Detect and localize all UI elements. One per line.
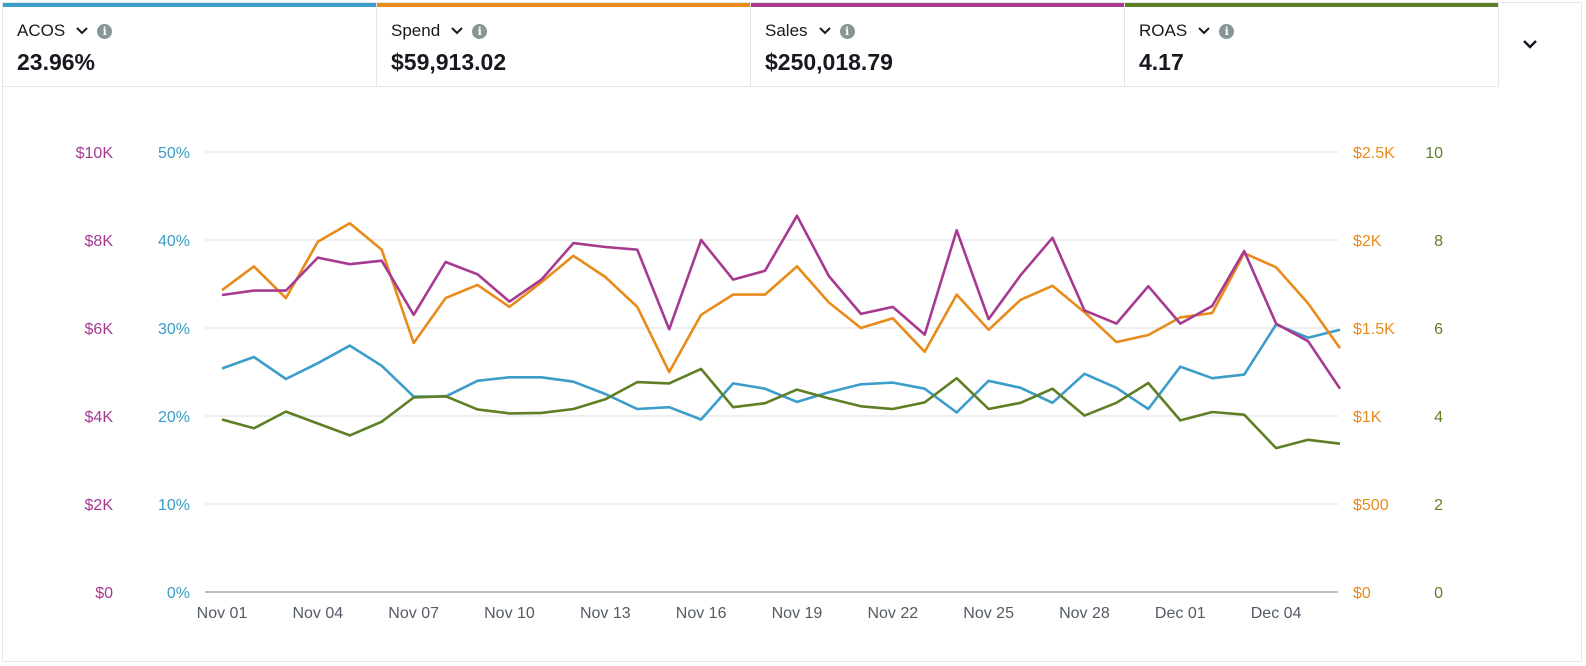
roas-axis-tick-label: 2 (1434, 497, 1443, 514)
spend-axis-tick-label: $500 (1353, 497, 1389, 514)
chevron-down-icon[interactable] (450, 24, 464, 38)
metric-value: $59,913.02 (391, 49, 507, 75)
sales-axis-tick-label: $10K (76, 145, 114, 162)
roas-axis-tick-label: 10 (1425, 145, 1443, 162)
acos-axis-tick-label: 0% (167, 585, 190, 602)
sales-axis-tick-label: $2K (85, 497, 114, 514)
acos-axis-tick-label: 10% (158, 497, 190, 514)
metric-label: ACOS (17, 21, 66, 40)
chevron-down-icon[interactable] (75, 24, 89, 38)
info-icon[interactable]: i (839, 23, 855, 39)
spend-axis-tick-label: $2.5K (1353, 145, 1395, 162)
expand-chevron-icon[interactable] (1515, 29, 1545, 59)
spend-axis-tick-label: $2K (1353, 233, 1382, 250)
x-axis-tick-label: Nov 13 (580, 605, 631, 622)
series-line-roas (221, 367, 1341, 450)
x-axis-tick-label: Nov 01 (197, 605, 248, 622)
acos-axis-tick-label: 50% (158, 145, 190, 162)
series-line-spend (221, 222, 1342, 374)
info-icon[interactable]: i (97, 23, 113, 39)
x-axis-tick-label: Nov 16 (676, 605, 727, 622)
sales-axis-tick-label: $8K (85, 233, 114, 250)
x-axis-tick-label: Nov 19 (772, 605, 823, 622)
spend-axis-tick-label: $1K (1353, 409, 1382, 426)
metric-spend[interactable]: Spend i $59,913.02 (377, 3, 751, 87)
chevron-down-icon[interactable] (1197, 24, 1211, 38)
metric-selector-row: ACOS i 23.96% Spend i $59,913.02 Sales i… (3, 3, 1529, 87)
x-axis-tick-label: Nov 04 (292, 605, 343, 622)
x-axis-tick-label: Dec 01 (1155, 605, 1206, 622)
metric-color-bar (3, 3, 376, 7)
x-axis-tick-label: Nov 28 (1059, 605, 1110, 622)
x-axis-tick-label: Nov 07 (388, 605, 439, 622)
spend-axis-tick-label: $0 (1353, 585, 1371, 602)
x-axis-tick-label: Nov 22 (867, 605, 918, 622)
metric-roas[interactable]: ROAS i 4.17 (1125, 3, 1499, 87)
metric-value: 23.96% (17, 49, 96, 75)
chevron-down-icon[interactable] (818, 24, 832, 38)
metric-color-bar (377, 3, 750, 7)
info-icon[interactable]: i (1219, 23, 1235, 39)
metric-color-bar (1125, 3, 1498, 7)
series-line-sales (221, 214, 1342, 390)
metric-value: $250,018.79 (765, 49, 893, 75)
acos-axis-tick-label: 30% (158, 321, 190, 338)
metric-value: 4.17 (1139, 49, 1184, 75)
roas-axis-tick-label: 0 (1434, 585, 1443, 602)
x-axis-tick-label: Nov 10 (484, 605, 535, 622)
metric-sales[interactable]: Sales i $250,018.79 (751, 3, 1125, 87)
metric-acos[interactable]: ACOS i 23.96% (3, 3, 377, 87)
info-icon[interactable]: i (472, 23, 488, 39)
x-axis-tick-label: Nov 25 (963, 605, 1014, 622)
acos-axis-tick-label: 20% (158, 409, 190, 426)
metric-color-bar (751, 3, 1124, 7)
metric-label: Spend (391, 21, 441, 40)
spend-axis-tick-label: $1.5K (1353, 321, 1395, 338)
metric-label: Sales (765, 21, 808, 40)
sales-axis-tick-label: $4K (85, 409, 114, 426)
roas-axis-tick-label: 8 (1434, 233, 1443, 250)
sales-axis-tick-label: $0 (95, 585, 113, 602)
metric-label: ROAS (1139, 21, 1188, 40)
series-line-acos (221, 323, 1341, 421)
acos-axis-tick-label: 40% (158, 233, 190, 250)
roas-axis-tick-label: 4 (1434, 409, 1443, 426)
x-axis-tick-label: Dec 04 (1251, 605, 1302, 622)
roas-axis-tick-label: 6 (1434, 321, 1443, 338)
sales-axis-tick-label: $6K (85, 321, 114, 338)
